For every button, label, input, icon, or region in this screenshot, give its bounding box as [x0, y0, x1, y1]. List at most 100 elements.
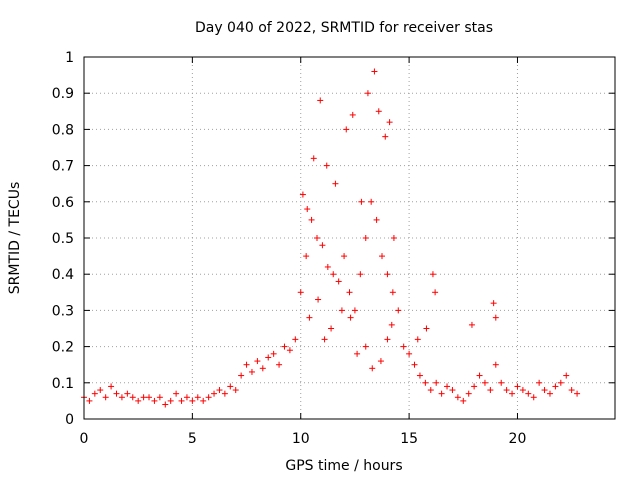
data-point — [574, 390, 581, 397]
data-point — [390, 235, 397, 241]
data-point — [375, 108, 382, 115]
data-point — [146, 394, 153, 401]
data-point — [460, 397, 467, 404]
data-point — [492, 314, 499, 321]
data-point — [129, 394, 136, 401]
x-tick-label: 5 — [188, 431, 197, 447]
data-point — [243, 361, 250, 368]
data-point — [178, 397, 185, 404]
y-tick-label: 0.7 — [52, 159, 74, 175]
data-point — [286, 347, 293, 354]
data-point — [468, 321, 475, 328]
data-point — [232, 387, 239, 394]
data-point — [156, 394, 163, 401]
data-point — [330, 271, 337, 278]
data-point — [211, 390, 218, 397]
data-point — [377, 358, 384, 365]
data-point — [371, 68, 378, 75]
data-point — [465, 390, 472, 397]
data-point — [487, 387, 494, 394]
data-point — [389, 289, 396, 296]
data-point — [519, 387, 526, 394]
data-point — [183, 394, 190, 401]
grid — [84, 57, 615, 419]
data-point — [384, 271, 391, 278]
data-point — [481, 379, 488, 386]
y-tick-label: 0.4 — [52, 267, 74, 283]
y-tick-label: 0.9 — [52, 86, 74, 102]
data-point — [503, 387, 510, 394]
data-point — [328, 325, 335, 332]
data-point — [321, 336, 328, 343]
data-point — [338, 307, 345, 314]
y-axis-label: SRMTID / TECUs — [7, 182, 23, 295]
data-point — [490, 300, 497, 307]
data-point — [471, 383, 478, 390]
data-point — [346, 289, 353, 296]
data-points — [81, 68, 581, 408]
x-axis-label: GPS time / hours — [285, 458, 402, 474]
data-point — [297, 289, 304, 296]
x-tick-label: 10 — [292, 431, 310, 447]
data-point — [423, 325, 430, 332]
data-point — [173, 390, 180, 397]
data-point — [379, 253, 386, 260]
data-point — [382, 133, 389, 140]
data-point — [414, 336, 421, 343]
y-tick-label: 0.8 — [52, 122, 74, 138]
data-point — [388, 321, 395, 328]
data-point — [97, 387, 104, 394]
data-point — [406, 350, 413, 357]
data-point — [429, 271, 436, 278]
data-point — [563, 372, 570, 379]
data-point — [189, 397, 196, 404]
data-point — [86, 397, 93, 404]
data-point — [411, 361, 418, 368]
data-point — [124, 390, 131, 397]
data-point — [265, 354, 272, 361]
data-point — [281, 343, 288, 350]
data-point — [449, 387, 456, 394]
data-point — [319, 242, 326, 249]
data-point — [514, 383, 521, 390]
data-point — [498, 379, 505, 386]
data-point — [432, 289, 439, 296]
data-point — [303, 253, 310, 260]
data-point — [373, 216, 380, 223]
y-tick-label: 0.6 — [52, 195, 74, 211]
x-tick-label: 15 — [400, 431, 418, 447]
data-point — [108, 383, 115, 390]
data-point — [135, 397, 142, 404]
data-point — [354, 350, 361, 357]
data-point — [304, 206, 311, 213]
data-point — [238, 372, 245, 379]
x-tick-label: 20 — [509, 431, 527, 447]
data-point — [444, 383, 451, 390]
data-point — [306, 314, 313, 321]
data-point — [438, 390, 445, 397]
data-point — [454, 394, 461, 401]
data-point — [140, 394, 147, 401]
data-point — [341, 253, 348, 260]
data-point — [422, 379, 429, 386]
data-point — [347, 314, 354, 321]
y-tick-label: 0 — [65, 412, 74, 428]
data-point — [364, 90, 371, 97]
chart-title: Day 040 of 2022, SRMTID for receiver sta… — [195, 20, 493, 36]
data-point — [310, 155, 317, 162]
data-point — [292, 336, 299, 343]
data-point — [308, 216, 315, 223]
data-point — [368, 198, 375, 205]
y-tick-label: 0.3 — [52, 303, 74, 319]
data-point — [343, 126, 350, 133]
data-point — [384, 336, 391, 343]
data-point — [509, 390, 516, 397]
data-point — [162, 401, 169, 408]
plot-frame — [83, 56, 616, 420]
data-point — [216, 387, 223, 394]
data-point — [386, 119, 393, 126]
data-point — [91, 390, 98, 397]
data-point — [400, 343, 407, 350]
data-point — [317, 97, 324, 104]
